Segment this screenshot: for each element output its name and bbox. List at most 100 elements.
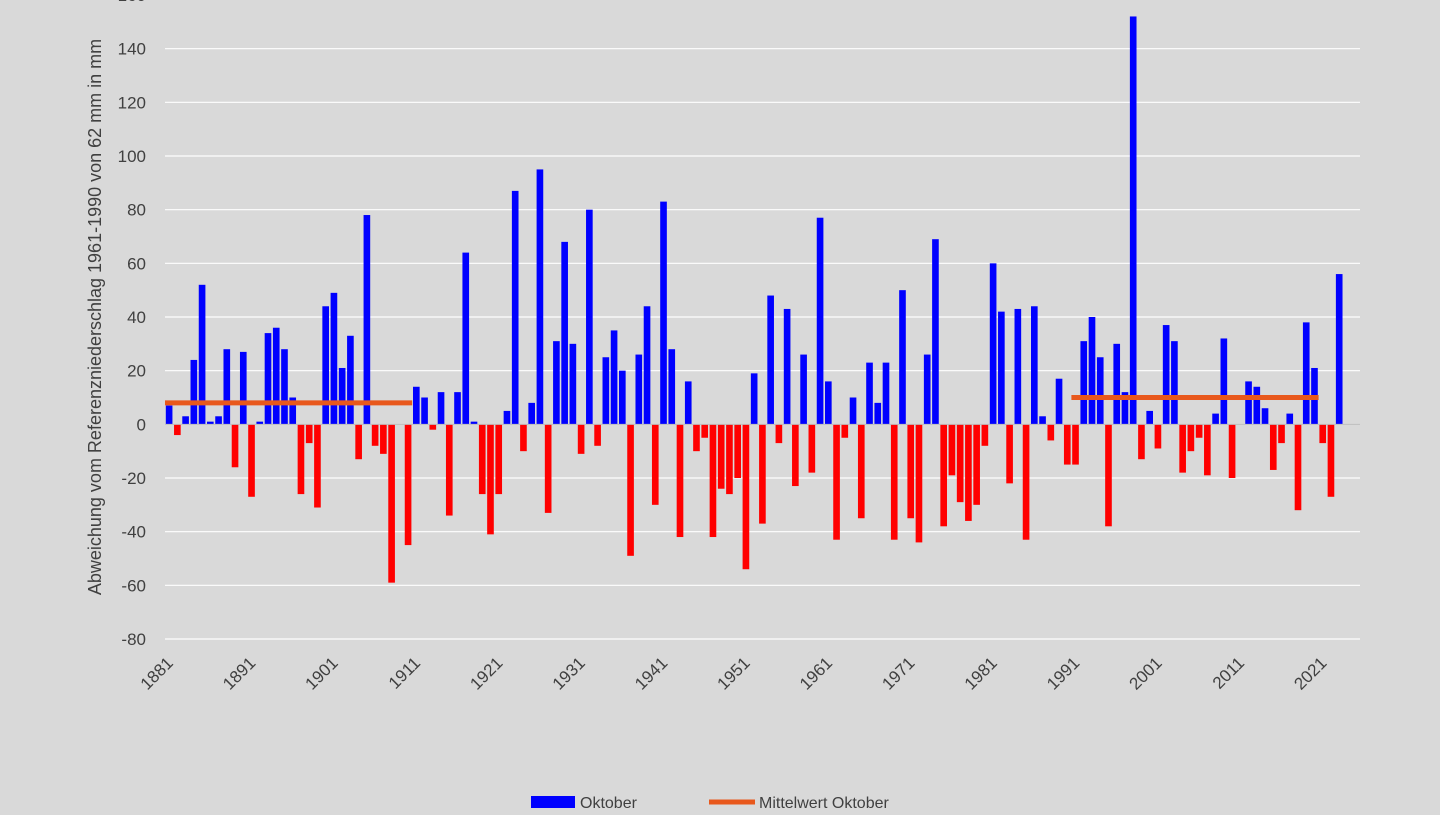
bar-1938 <box>635 354 643 425</box>
bar-2022 <box>1327 424 1335 497</box>
bar-1895 <box>281 349 288 425</box>
bar-1891 <box>248 424 255 497</box>
bar-1901 <box>330 292 338 425</box>
y-tick-label: 140 <box>118 40 146 59</box>
y-tick-label: -80 <box>121 630 146 649</box>
bar-1935 <box>610 330 618 425</box>
bar-1926 <box>536 169 544 425</box>
bar-1919 <box>478 424 486 495</box>
bar-1959 <box>808 424 816 473</box>
bar-1898 <box>305 424 313 444</box>
bar-1942 <box>668 349 676 425</box>
bar-1916 <box>454 392 461 425</box>
legend-label-oktober: Oktober <box>580 795 638 810</box>
bar-2019 <box>1302 322 1310 425</box>
bar-1937 <box>627 424 634 556</box>
bar-2018 <box>1294 424 1302 511</box>
bar-1980 <box>981 424 989 446</box>
bar-2005 <box>1187 424 1195 452</box>
bar-1969 <box>890 424 898 540</box>
bar-1975 <box>940 424 947 527</box>
bar-1883 <box>182 416 189 425</box>
bar-1946 <box>701 424 709 438</box>
bar-1925 <box>528 402 535 425</box>
bar-1960 <box>816 217 824 425</box>
y-tick-label: 0 <box>137 415 146 434</box>
bar-1918 <box>470 421 478 425</box>
x-tick-label: 1951 <box>714 653 754 693</box>
bar-1904 <box>355 424 362 460</box>
bar-1977 <box>956 424 964 503</box>
bar-1940 <box>651 424 659 505</box>
bar-2015 <box>1269 424 1277 470</box>
bar-2014 <box>1261 408 1269 425</box>
bar-1910 <box>404 424 412 546</box>
bar-1948 <box>717 424 725 489</box>
bar-1927 <box>544 424 552 513</box>
y-tick-label: -60 <box>121 576 146 595</box>
bar-2017 <box>1286 413 1294 425</box>
bar-1995 <box>1105 424 1112 527</box>
bar-2021 <box>1319 424 1327 444</box>
bar-2001 <box>1154 424 1162 449</box>
bar-1966 <box>866 362 873 425</box>
bar-1934 <box>602 357 610 425</box>
bar-1890 <box>239 351 247 425</box>
bar-1900 <box>322 306 329 425</box>
bar-1914 <box>437 392 445 425</box>
bar-2000 <box>1146 410 1153 425</box>
bar-1896 <box>289 397 297 425</box>
bar-1952 <box>750 373 758 425</box>
bar-1881 <box>165 405 173 425</box>
bar-1884 <box>190 359 198 425</box>
bar-1984 <box>1014 308 1022 425</box>
bar-2013 <box>1253 386 1261 425</box>
bar-1939 <box>643 306 651 425</box>
x-tick-label: 1881 <box>137 653 177 693</box>
y-tick-label: 20 <box>127 362 146 381</box>
x-tick-labels: 1881 1891 1901 1911 1921 1931 1941 1951 1961 1971… <box>137 653 1331 693</box>
bar-1956 <box>783 308 791 425</box>
x-tick-label: 2001 <box>1126 653 1166 693</box>
bar-1955 <box>775 424 783 444</box>
bar-1912 <box>421 397 428 425</box>
x-tick-label: 2011 <box>1209 653 1248 692</box>
bar-1981 <box>989 263 997 425</box>
bar-1908 <box>388 424 395 583</box>
bar-1988 <box>1047 424 1055 441</box>
bar-2006 <box>1195 424 1203 438</box>
bar-1921 <box>495 424 503 495</box>
bar-1892 <box>256 421 264 425</box>
y-tick-label: -40 <box>121 523 146 542</box>
bar-1894 <box>272 327 280 425</box>
bar-1923 <box>511 190 519 425</box>
bar-1902 <box>338 367 346 425</box>
bar-1998 <box>1129 16 1137 425</box>
bar-1958 <box>800 354 807 425</box>
y-tick-label: -20 <box>121 469 146 488</box>
bar-1911 <box>413 386 420 425</box>
bar-1985 <box>1022 424 1030 540</box>
bar-1906 <box>371 424 379 446</box>
bar-1888 <box>223 349 231 425</box>
bar-1899 <box>314 424 321 508</box>
bar-1917 <box>462 252 470 425</box>
bars <box>165 16 1343 583</box>
bar-1961 <box>825 381 832 425</box>
bar-1997 <box>1121 392 1129 425</box>
x-tick-label: 1981 <box>961 653 1001 693</box>
y-axis-title: Abweichung vom Referenzniederschlag 1961… <box>85 39 105 595</box>
bar-1905 <box>363 215 371 425</box>
bar-1976 <box>948 424 956 476</box>
bar-1971 <box>907 424 915 519</box>
y-tick-label: 80 <box>127 201 146 220</box>
bar-1886 <box>207 421 214 425</box>
bar-1889 <box>231 424 239 468</box>
x-tick-label: 1911 <box>385 653 424 692</box>
bar-1968 <box>882 362 890 425</box>
bar-1953 <box>759 424 766 524</box>
bar-1928 <box>553 341 560 425</box>
bar-1962 <box>833 424 840 540</box>
